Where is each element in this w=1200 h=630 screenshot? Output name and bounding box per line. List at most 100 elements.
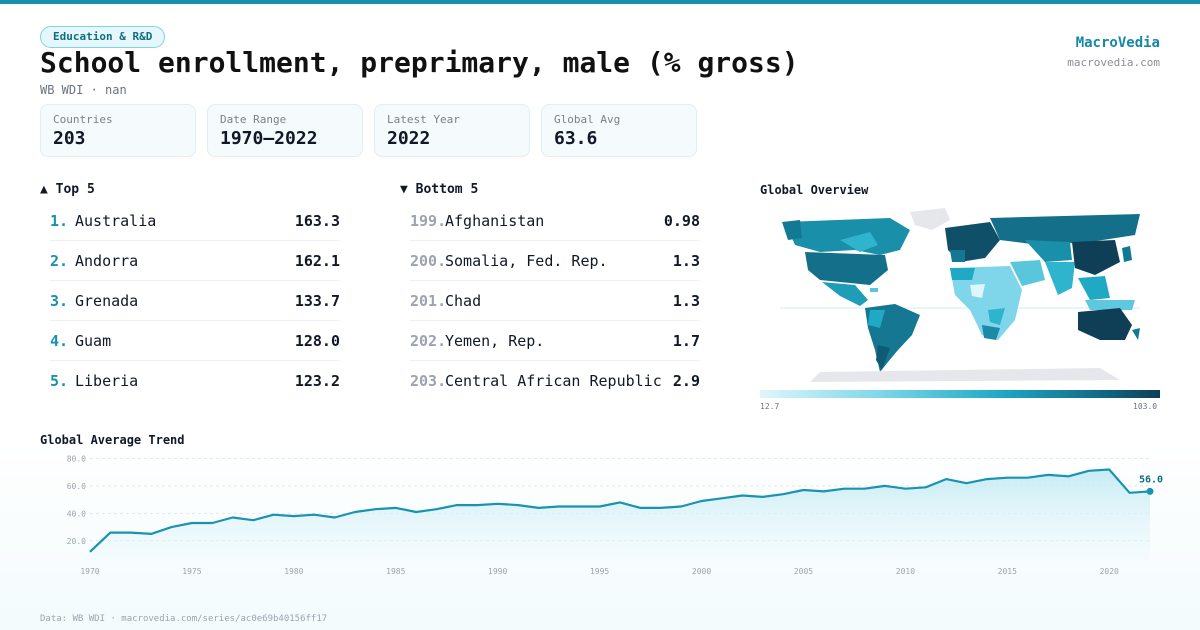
region-andes[interactable] [868,310,885,328]
list-item[interactable]: 199. Afghanistan 0.98 [410,201,700,241]
country-value: 128.0 [294,331,340,350]
rank-number: 2. [50,251,69,270]
brand[interactable]: MacroVedia macrovedia.com [1067,35,1160,69]
list-item[interactable]: 5. Liberia 123.2 [50,361,340,401]
region-canada[interactable] [785,218,910,255]
brand-name[interactable]: MacroVedia [1075,35,1160,51]
list-item[interactable]: 200. Somalia, Fed. Rep. 1.3 [410,241,700,281]
y-tick-label: 80.0 [67,454,86,463]
region-new-zealand[interactable] [1132,328,1140,340]
x-tick-label: 2015 [998,567,1017,576]
x-tick-label: 2000 [692,567,711,576]
list-item[interactable]: 2. Andorra 162.1 [50,241,340,281]
stat-value: 1970–2022 [220,128,318,149]
y-tick-label: 60.0 [67,482,86,491]
region-usa[interactable] [805,252,888,285]
region-canada-east[interactable] [840,232,878,252]
country-value: 123.2 [294,372,340,390]
country-value: 162.1 [294,251,340,270]
region-alaska[interactable] [782,220,802,240]
country-name: Afghanistan [445,211,545,230]
region-africa[interactable] [950,266,1022,340]
region-antarctica[interactable] [810,368,1120,382]
legend-max-label: 103.0 [1133,402,1158,411]
map-heading: Global Overview [760,183,869,197]
x-tick-label: 2005 [794,567,813,576]
country-value: 1.3 [672,291,700,310]
world-choropleth-map[interactable] [760,200,1160,385]
rank-number: 1. [50,211,69,230]
country-name: Yemen, Rep. [445,331,545,350]
footer-source: Data: WB WDI · macrovedia.com/series/ac0… [40,614,328,624]
trend-heading: Global Average Trend [40,433,185,447]
country-name: Chad [445,291,482,310]
country-value: 1.3 [672,251,700,270]
stat-card-countries: Countries 203 [40,104,196,157]
trend-line [89,468,1151,553]
region-caribbean[interactable] [870,288,878,292]
country-value: 133.7 [294,291,340,310]
list-item[interactable]: 1. Australia 163.3 [50,201,340,241]
stat-card-latest-year: Latest Year 2022 [374,104,530,157]
region-central-asia[interactable] [1025,240,1072,262]
region-australia[interactable] [1078,308,1132,340]
list-item[interactable]: 201. Chad 1.3 [410,281,700,321]
x-tick-label: 2010 [896,567,915,576]
rank-number: 4. [50,331,69,350]
legend-min-label: 12.7 [760,402,780,411]
region-greenland[interactable] [910,208,950,230]
category-badge[interactable]: Education & R&D [40,26,166,48]
region-iberia[interactable] [950,250,965,262]
country-name: Australia [75,211,157,230]
rank-number: 3. [50,291,69,310]
list-item[interactable]: 4. Guam 128.0 [50,321,340,361]
stat-card-date-range: Date Range 1970–2022 [207,104,363,157]
region-middle-east[interactable] [1010,260,1045,286]
trend-chart[interactable]: 20.0 40.0 60.0 80.0 1970 1975 1980 1985 1990 1995… [40,448,1170,580]
region-south-africa[interactable] [982,325,1000,340]
stat-label: Latest Year [387,113,460,126]
region-indonesia[interactable] [1085,300,1135,310]
page-title: School enrollment, preprimary, male (% g… [40,46,799,79]
region-china[interactable] [1072,240,1120,275]
y-tick-label: 20.0 [67,537,86,546]
rank-number: 199. [410,211,447,230]
x-tick-label: 1990 [488,567,507,576]
region-argentina[interactable] [876,345,890,370]
x-tick-label: 1975 [182,567,201,576]
country-name: Central African Republic [445,372,662,390]
country-name: Andorra [75,251,139,270]
top5-list: 1. Australia 163.3 2. Andorra 162.1 3. G… [50,201,340,401]
region-north-africa[interactable] [950,268,975,280]
brand-url[interactable]: macrovedia.com [1067,56,1160,69]
region-russia[interactable] [990,214,1140,245]
stat-value: 63.6 [554,128,598,149]
country-value: 0.98 [663,211,700,230]
rank-number: 200. [410,251,447,270]
region-japan[interactable] [1122,246,1132,262]
list-item[interactable]: 3. Grenada 133.7 [50,281,340,321]
stats-row: Countries 203 Date Range 1970–2022 Lates… [40,104,697,157]
list-item[interactable]: 203. Central African Republic 2.9 [410,361,700,401]
top5-heading: ▲ Top 5 [40,182,95,197]
region-india[interactable] [1045,262,1075,295]
y-tick-label: 40.0 [67,509,86,518]
rank-number: 202. [410,331,447,350]
map-legend-bar [760,390,1160,398]
top-accent-bar [0,0,1200,4]
country-name: Guam [75,331,112,350]
region-sahel[interactable] [970,284,985,298]
region-se-asia[interactable] [1078,276,1110,300]
rank-number: 203. [410,372,447,390]
country-value: 1.7 [672,331,700,350]
list-item[interactable]: 202. Yemen, Rep. 1.7 [410,321,700,361]
bottom5-list: 199. Afghanistan 0.98 200. Somalia, Fed.… [410,201,700,401]
page-subtitle: WB WDI · nan [40,83,127,97]
region-southern-africa[interactable] [988,308,1005,325]
x-tick-label: 1995 [590,567,609,576]
region-mexico[interactable] [822,282,868,306]
stat-card-global-avg: Global Avg 63.6 [541,104,697,157]
x-tick-label: 2020 [1100,567,1119,576]
rank-number: 5. [50,372,69,390]
x-tick-label: 1970 [80,567,99,576]
